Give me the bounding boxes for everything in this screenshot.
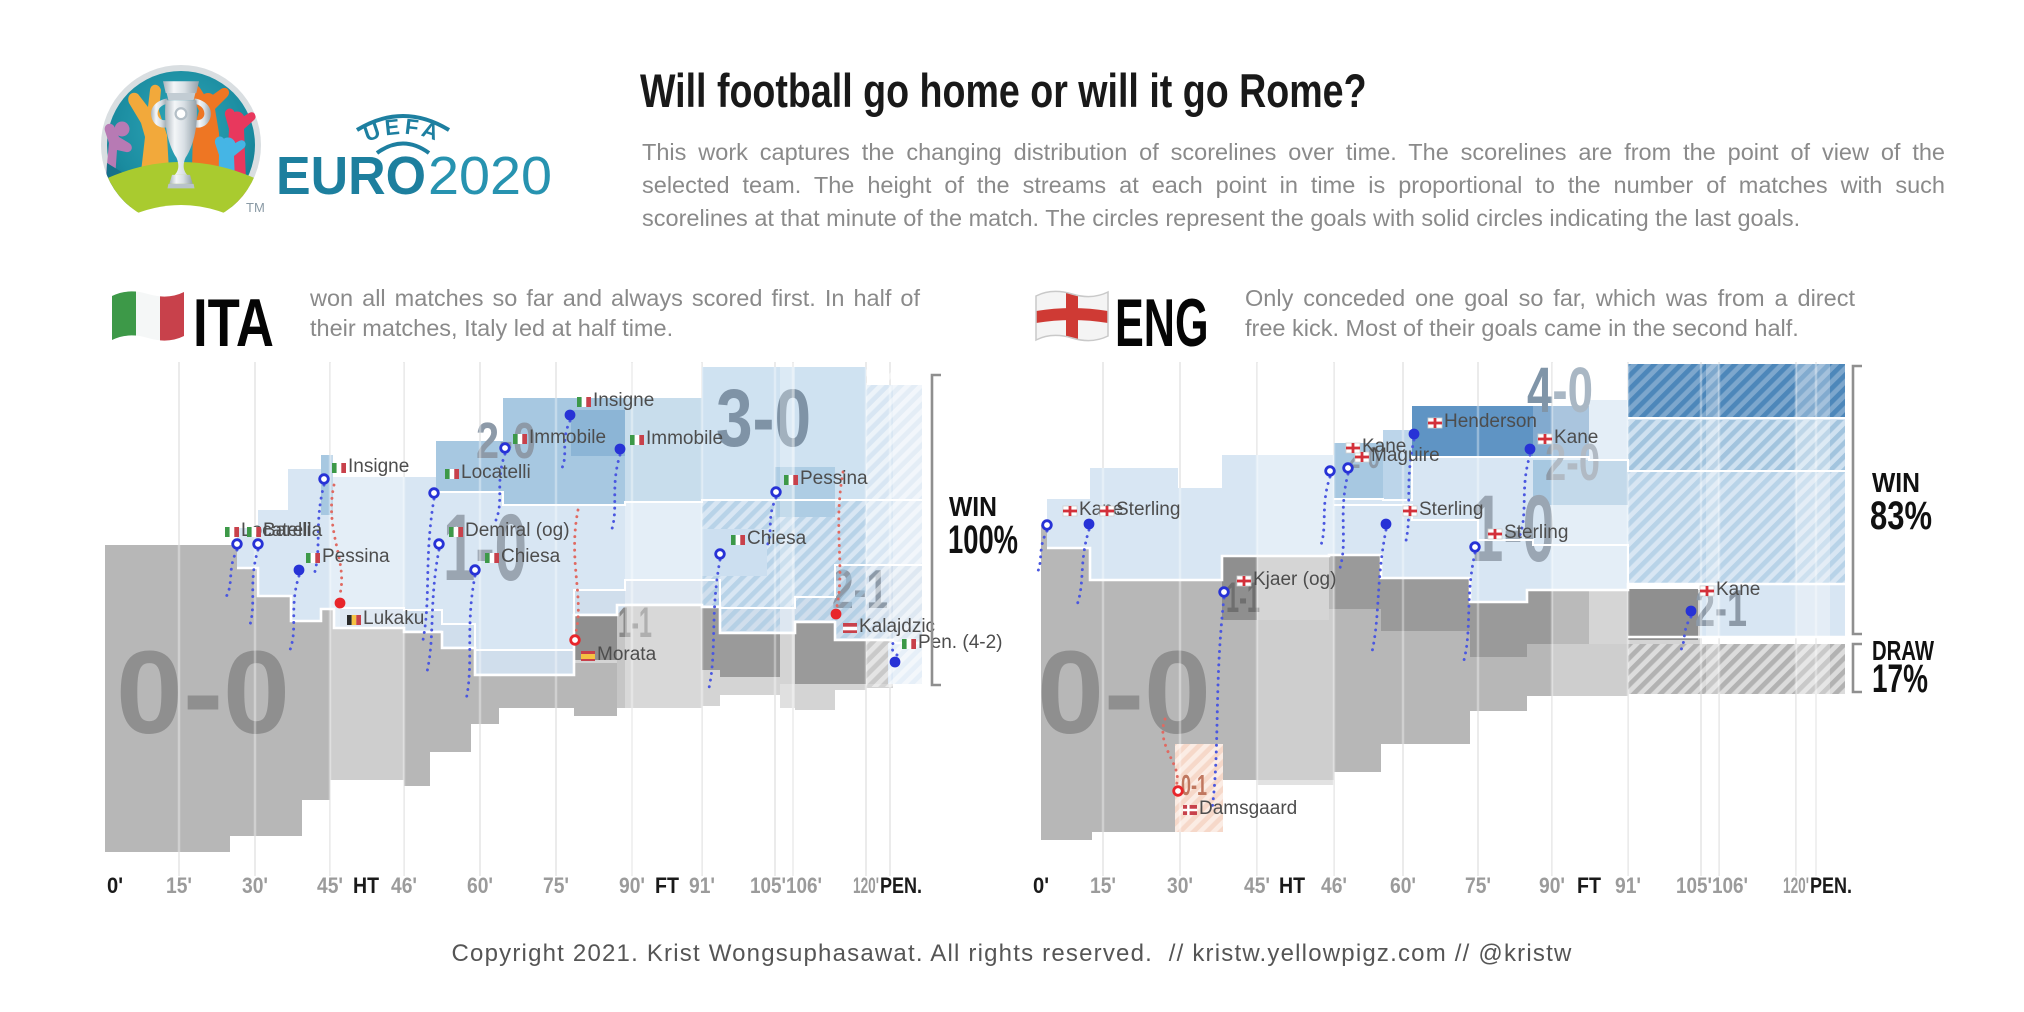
svg-text:Locatelli: Locatelli <box>461 462 531 483</box>
svg-text:HT: HT <box>1279 873 1305 898</box>
svg-text:0-0: 0-0 <box>116 627 290 759</box>
svg-text:TM: TM <box>246 200 265 215</box>
svg-text:120': 120' <box>1783 873 1809 898</box>
svg-text:60': 60' <box>1390 873 1416 898</box>
svg-text:90': 90' <box>1539 873 1565 898</box>
svg-text:Demiral (og): Demiral (og) <box>465 520 570 541</box>
svg-text:Insigne: Insigne <box>593 390 654 411</box>
svg-text:EURO: EURO <box>276 146 426 206</box>
svg-text:PEN.: PEN. <box>880 873 922 898</box>
svg-text:Barella: Barella <box>263 520 323 541</box>
svg-text:Kane: Kane <box>1554 427 1598 448</box>
svg-text:Immobile: Immobile <box>646 428 723 449</box>
svg-text:Henderson: Henderson <box>1444 411 1537 432</box>
svg-text:0': 0' <box>1033 873 1049 898</box>
svg-text:Kjaer (og): Kjaer (og) <box>1253 569 1336 590</box>
svg-text:FT: FT <box>655 873 679 898</box>
svg-text:Chiesa: Chiesa <box>501 546 561 567</box>
svg-text:WIN: WIN <box>1872 467 1920 498</box>
svg-text:Pessina: Pessina <box>322 546 390 567</box>
svg-text:105'106': 105'106' <box>1676 873 1748 898</box>
svg-text:Chiesa: Chiesa <box>747 528 807 549</box>
svg-text:46': 46' <box>391 873 417 898</box>
svg-text:120': 120' <box>853 873 879 898</box>
svg-text:HT: HT <box>353 873 379 898</box>
svg-text:30': 30' <box>242 873 268 898</box>
svg-text:Kalajdzic: Kalajdzic <box>859 616 935 637</box>
svg-text:0-0: 0-0 <box>1037 627 1211 759</box>
svg-text:Lukaku: Lukaku <box>363 608 424 629</box>
svg-text:4-0: 4-0 <box>1527 354 1593 426</box>
svg-text:1-0: 1-0 <box>1471 476 1555 582</box>
svg-text:30': 30' <box>1167 873 1193 898</box>
svg-text:Sterling: Sterling <box>1116 499 1180 520</box>
svg-text:DRAW: DRAW <box>1872 635 1934 666</box>
svg-text:100%: 100% <box>948 518 1018 562</box>
svg-text:105'106': 105'106' <box>750 873 822 898</box>
svg-text:Sterling: Sterling <box>1504 522 1568 543</box>
svg-text:2-0: 2-0 <box>1545 434 1600 492</box>
svg-text:15': 15' <box>166 873 192 898</box>
svg-text:Maguire: Maguire <box>1371 445 1440 466</box>
svg-text:46': 46' <box>1321 873 1347 898</box>
svg-text:Kane: Kane <box>1362 436 1406 457</box>
svg-text:WIN: WIN <box>949 491 997 522</box>
svg-text:Pen. (4-2): Pen. (4-2) <box>918 632 1002 653</box>
svg-text:3-0: 3-0 <box>716 373 811 464</box>
svg-text:45': 45' <box>317 873 343 898</box>
svg-text:83%: 83% <box>1870 494 1932 538</box>
svg-text:Pessina: Pessina <box>800 468 868 489</box>
svg-text:Insigne: Insigne <box>348 456 409 477</box>
svg-text:75': 75' <box>1465 873 1491 898</box>
svg-text:90': 90' <box>619 873 645 898</box>
svg-text:15': 15' <box>1090 873 1116 898</box>
svg-text:45': 45' <box>1244 873 1270 898</box>
svg-text:60': 60' <box>467 873 493 898</box>
svg-text:0': 0' <box>107 873 123 898</box>
svg-text:FT: FT <box>1577 873 1601 898</box>
svg-text:PEN.: PEN. <box>1810 873 1852 898</box>
svg-text:1-0: 1-0 <box>443 495 527 601</box>
svg-text:0-1: 0-1 <box>1181 770 1207 802</box>
svg-text:Immobile: Immobile <box>529 427 606 448</box>
svg-text:Sterling: Sterling <box>1419 499 1483 520</box>
svg-text:91': 91' <box>689 873 715 898</box>
svg-text:Kane: Kane <box>1716 579 1760 600</box>
svg-text:17%: 17% <box>1872 657 1928 701</box>
svg-text:2020: 2020 <box>428 146 552 206</box>
svg-text:91': 91' <box>1615 873 1641 898</box>
svg-text:Damsgaard: Damsgaard <box>1199 798 1297 819</box>
svg-text:1-1: 1-1 <box>618 599 652 647</box>
svg-text:75': 75' <box>543 873 569 898</box>
svg-text:Morata: Morata <box>597 644 657 665</box>
